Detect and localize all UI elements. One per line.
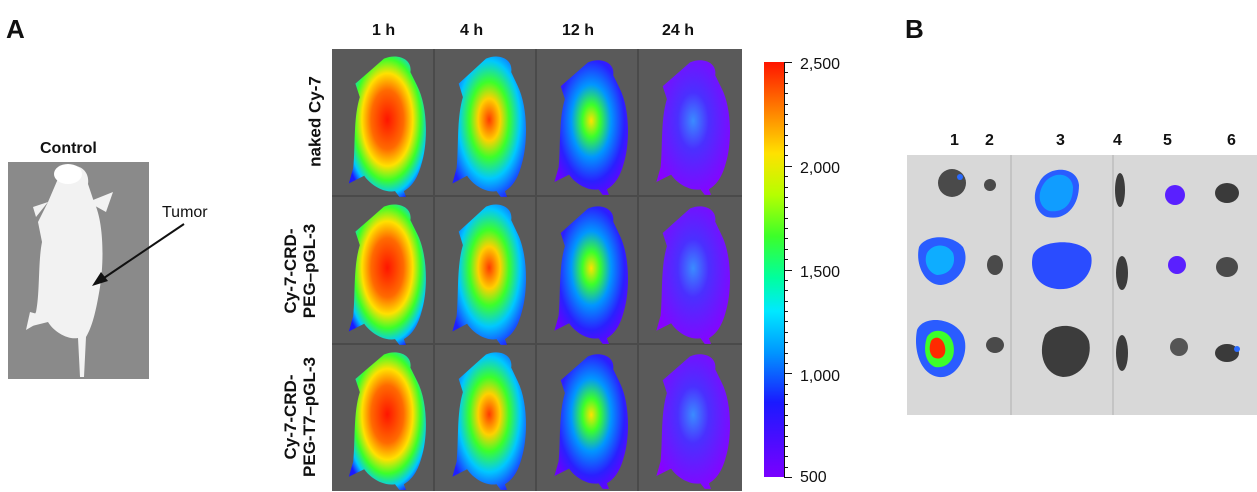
- colorbar-minor-tick: [784, 165, 792, 167]
- colorbar-minor-tick: [784, 477, 792, 478]
- colorbar-minor-tick: [784, 259, 788, 261]
- time-header-4h: 4 h: [460, 22, 484, 39]
- organ-label-5: 5: [1163, 132, 1172, 149]
- colorbar-minor-tick: [784, 445, 788, 447]
- control-title: Control: [40, 140, 97, 157]
- colorbar-minor-tick: [784, 145, 788, 146]
- colorbar-minor-tick: [784, 321, 788, 323]
- colorbar-minor-tick: [784, 331, 788, 333]
- row-label-crd-peg-t7: Cy-7-CRD- PEG-T7–pGL-3: [281, 357, 319, 477]
- panel-label-a: A: [6, 14, 25, 44]
- colorbar-minor-tick: [784, 103, 788, 105]
- colorbar-minor-tick: [784, 248, 788, 250]
- colorbar-minor-tick: [784, 207, 788, 209]
- colorbar-tick-2500: 2,500: [800, 56, 841, 73]
- time-header-1h: 1 h: [372, 22, 396, 39]
- fluorescence-image-grid: [332, 49, 742, 491]
- colorbar-minor-tick: [784, 383, 788, 385]
- colorbar-minor-tick: [784, 435, 788, 437]
- colorbar-minor-tick: [784, 155, 788, 157]
- intensity-colorbar: [764, 62, 784, 477]
- colorbar-minor-tick: [784, 404, 788, 406]
- colorbar-tick-500: 500: [800, 469, 827, 486]
- colorbar-tick-1000: 1,000: [800, 368, 841, 385]
- colorbar-minor-tick: [784, 196, 788, 198]
- time-header-24h: 24 h: [662, 22, 695, 39]
- colorbar-tick-2000: 2,000: [800, 160, 841, 177]
- colorbar-minor-tick: [784, 238, 788, 240]
- colorbar-minor-tick: [784, 414, 788, 416]
- colorbar-minor-tick: [784, 311, 788, 312]
- ex-vivo-organ-image: [907, 155, 1257, 415]
- colorbar-minor-tick: [784, 124, 788, 126]
- colorbar-minor-tick: [784, 290, 788, 292]
- colorbar-minor-tick: [784, 279, 788, 281]
- colorbar-minor-tick: [784, 228, 788, 229]
- colorbar-minor-tick: [784, 113, 788, 115]
- colorbar-minor-tick: [784, 72, 788, 74]
- organ-label-4: 4: [1113, 132, 1122, 149]
- tumor-label: Tumor: [162, 204, 208, 221]
- organ-label-1: 1: [950, 132, 959, 149]
- row-label-crd-peg: Cy-7-CRD- PEG–pGL-3: [281, 223, 319, 319]
- colorbar-minor-tick: [784, 352, 788, 354]
- colorbar-minor-tick: [784, 300, 788, 302]
- colorbar-minor-tick: [784, 394, 788, 395]
- organ-label-3: 3: [1056, 132, 1065, 149]
- colorbar-minor-tick: [784, 186, 788, 188]
- colorbar-minor-tick: [784, 82, 788, 84]
- colorbar-minor-tick: [784, 373, 792, 375]
- panel-label-b: B: [905, 14, 924, 44]
- colorbar-minor-tick: [784, 176, 788, 178]
- colorbar-minor-tick: [784, 134, 788, 136]
- organ-label-2: 2: [985, 132, 994, 149]
- control-mouse-photo: [8, 162, 149, 379]
- time-header-12h: 12 h: [562, 22, 595, 39]
- colorbar-minor-tick: [784, 362, 788, 364]
- colorbar-minor-tick: [784, 456, 788, 458]
- colorbar-minor-tick: [784, 466, 788, 468]
- tumor-arrow: [92, 223, 185, 286]
- colorbar-minor-tick: [784, 217, 788, 219]
- colorbar-minor-tick: [784, 269, 792, 271]
- colorbar-minor-tick: [784, 62, 792, 63]
- colorbar-minor-tick: [784, 342, 788, 344]
- colorbar-tick-1500: 1,500: [800, 264, 841, 281]
- colorbar-minor-tick: [784, 93, 788, 95]
- organ-label-6: 6: [1227, 132, 1236, 149]
- row-label-naked-cy7: naked Cy-7: [305, 76, 325, 167]
- colorbar-minor-tick: [784, 425, 788, 427]
